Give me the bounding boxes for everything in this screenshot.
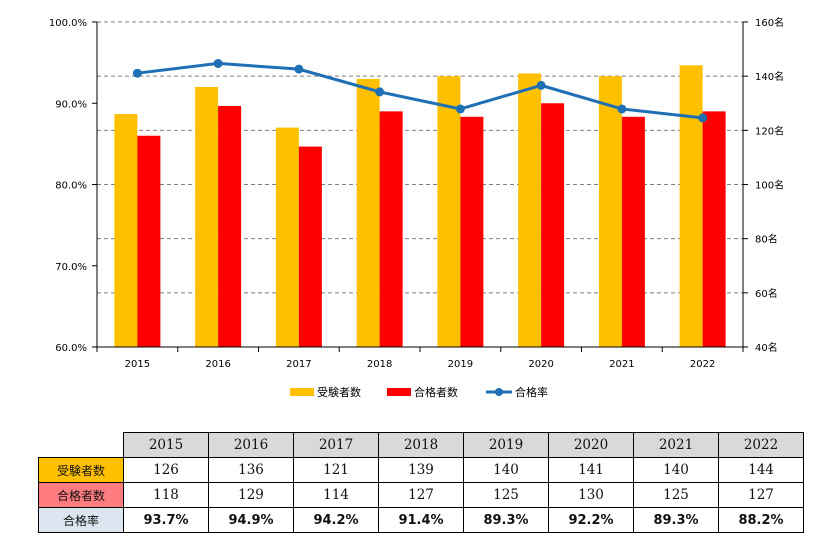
bar-examinees: [437, 76, 461, 348]
x-axis-tick-label: 2016: [205, 359, 230, 370]
x-axis-tick-label: 2019: [448, 359, 473, 370]
bar-examinees: [598, 76, 622, 348]
combo-chart: 40名 60名 80名 100名 120名 140名 160名 60.0% 70.0% 80.0%…: [49, 16, 784, 399]
x-axis-tick-label: 2018: [367, 359, 392, 370]
table-cell: 91.4%: [378, 507, 464, 533]
x-axis-tick-label: 2021: [609, 359, 634, 370]
table-cell: 121: [293, 457, 379, 483]
line-series: [132, 58, 708, 123]
pass-rate-point: [132, 68, 142, 78]
table-header-cell: 2018: [378, 432, 464, 458]
table-row-passers: 合格者数 118 129 114 127 125 130 125 127: [38, 482, 804, 508]
bar-examinees: [275, 127, 299, 347]
bar-examinees: [356, 78, 380, 347]
data-table: 2015 2016 2017 2018 2019 2020 2021 2022 …: [38, 432, 804, 533]
table-cell: 144: [718, 457, 804, 483]
pass-rate-point: [455, 104, 465, 114]
table-cell: 126: [123, 457, 209, 483]
table-row-pass-rate: 合格率 93.7% 94.9% 94.2% 91.4% 89.3% 92.2% …: [38, 507, 804, 533]
table-cell: 140: [633, 457, 719, 483]
table-cell: 114: [293, 482, 379, 508]
bar-examinees: [518, 73, 542, 347]
bar-passers: [137, 135, 161, 347]
table-cell: 140: [463, 457, 549, 483]
row-label-examinees: 受験者数: [38, 457, 124, 483]
bar-series: [114, 65, 726, 348]
bar-examinees: [679, 65, 703, 347]
right-axis-tick-label: 120名: [755, 124, 784, 137]
left-axis-tick-label: 60.0%: [55, 343, 87, 354]
bar-examinees: [195, 87, 219, 347]
table-cell: 136: [208, 457, 294, 483]
bar-passers: [298, 146, 322, 347]
legend-swatch-examinees: [290, 388, 314, 396]
table-header-cell: 2022: [718, 432, 804, 458]
table-header-cell: 2019: [463, 432, 549, 458]
axes: 40名 60名 80名 100名 120名 140名 160名 60.0% 70.0% 80.0%…: [49, 16, 784, 370]
table-cell: 139: [378, 457, 464, 483]
gridlines: [97, 21, 743, 294]
table-corner: [38, 432, 124, 458]
bar-passers: [460, 116, 484, 348]
right-axis-tick-label: 140名: [755, 70, 784, 83]
table-cell: 125: [463, 482, 549, 508]
legend-label-passers: 合格者数: [414, 385, 458, 399]
x-axis-tick-label: 2017: [286, 359, 311, 370]
legend-label-examinees: 受験者数: [317, 385, 361, 399]
table-cell: 92.2%: [548, 507, 634, 533]
bar-examinees: [114, 114, 138, 347]
table-cell: 129: [208, 482, 294, 508]
legend-marker-pass-rate: [495, 388, 503, 396]
table-header-cell: 2016: [208, 432, 294, 458]
bar-passers: [541, 103, 565, 347]
pass-rate-point: [536, 80, 546, 90]
left-axis-tick-label: 90.0%: [55, 99, 87, 110]
pass-rate-point: [375, 87, 385, 97]
pass-rate-point: [617, 104, 627, 114]
left-axis-tick-label: 80.0%: [55, 181, 87, 192]
right-axis-tick-label: 160名: [755, 16, 784, 29]
table-row-examinees: 受験者数 126 136 121 139 140 141 140 144: [38, 457, 804, 483]
table-header-cell: 2017: [293, 432, 379, 458]
left-axis-tick-label: 70.0%: [55, 262, 87, 273]
table-cell: 125: [633, 482, 719, 508]
table-header-row: 2015 2016 2017 2018 2019 2020 2021 2022: [38, 432, 804, 458]
pass-rate-point: [294, 64, 304, 74]
table-cell: 93.7%: [123, 507, 209, 533]
x-axis-tick-label: 2022: [690, 359, 715, 370]
table-cell: 89.3%: [633, 507, 719, 533]
bar-passers: [702, 111, 726, 347]
right-axis-tick-label: 100名: [755, 179, 784, 192]
left-axis-tick-label: 100.0%: [49, 18, 87, 29]
row-label-pass-rate: 合格率: [38, 507, 124, 533]
table-cell: 118: [123, 482, 209, 508]
table-cell: 130: [548, 482, 634, 508]
pass-rate-point: [213, 58, 223, 68]
x-axis-tick-label: 2015: [125, 359, 150, 370]
table-cell: 127: [718, 482, 804, 508]
right-axis-tick-label: 60名: [755, 287, 778, 300]
table-cell: 94.2%: [293, 507, 379, 533]
table-header-cell: 2020: [548, 432, 634, 458]
x-axis-tick-label: 2020: [528, 359, 553, 370]
legend: 受験者数 合格者数 合格率: [290, 385, 548, 399]
table-cell: 141: [548, 457, 634, 483]
row-label-passers: 合格者数: [38, 482, 124, 508]
table-header-cell: 2015: [123, 432, 209, 458]
table-cell: 88.2%: [718, 507, 804, 533]
pass-rate-line: [137, 61, 703, 120]
bar-passers: [379, 111, 403, 347]
table-cell: 89.3%: [463, 507, 549, 533]
right-axis-tick-label: 40名: [755, 341, 778, 354]
table-cell: 94.9%: [208, 507, 294, 533]
bar-passers: [218, 105, 242, 347]
legend-swatch-passers: [387, 388, 411, 396]
pass-rate-point: [698, 113, 708, 123]
right-axis-tick-label: 80名: [755, 233, 778, 246]
legend-label-pass-rate: 合格率: [515, 385, 548, 399]
bar-passers: [621, 116, 645, 348]
table-cell: 127: [378, 482, 464, 508]
table-header-cell: 2021: [633, 432, 719, 458]
